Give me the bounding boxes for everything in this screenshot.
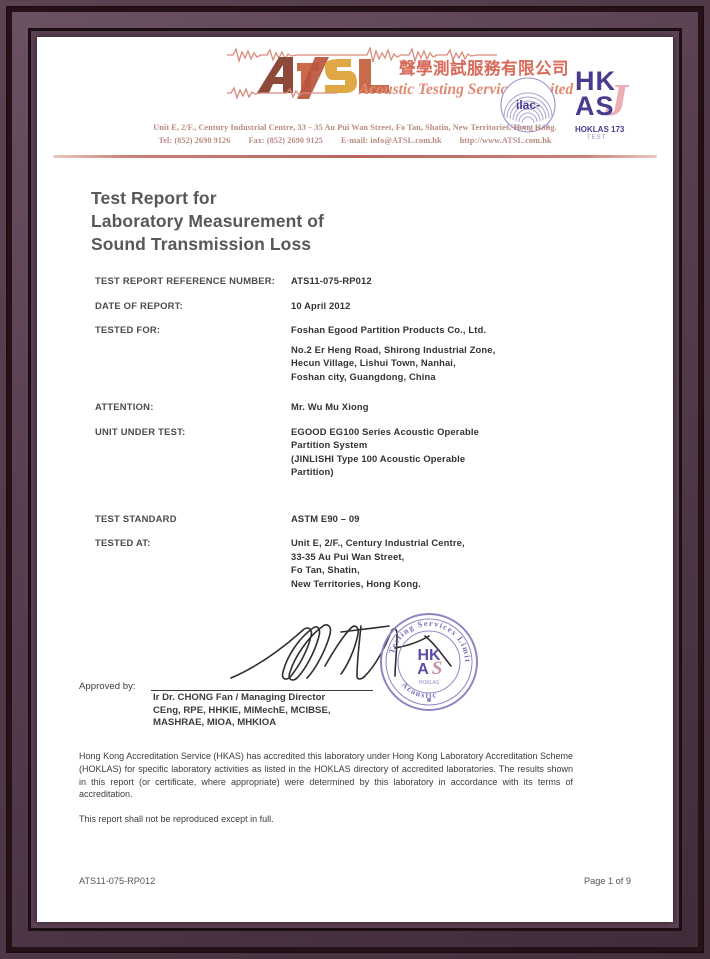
reproduction-notice: This report shall not be reproduced exce… (79, 814, 274, 825)
hkas-accreditation-sub: TEST (587, 135, 607, 141)
svg-text:HK: HK (417, 647, 441, 664)
lab-address-line-2: 33-35 Au Pui Wan Street, (291, 550, 405, 562)
hkas-accreditation-code: HOKLAS 173 (575, 125, 625, 134)
svg-text:A: A (417, 661, 429, 678)
unit-line-4: Partition) (291, 466, 334, 477)
field-label: TEST STANDARD (95, 512, 177, 524)
field-reference-number: TEST REPORT REFERENCE NUMBER: ATS11-075-… (95, 274, 631, 288)
field-label: ATTENTION: (95, 401, 154, 412)
field-label: TEST REPORT REFERENCE NUMBER: (95, 275, 276, 286)
atsl-wordmark-icon (257, 57, 389, 99)
footer-page-number: Page 1 of 9 (584, 876, 631, 886)
waveform-top-icon (227, 47, 497, 63)
field-label: TESTED FOR: (95, 324, 161, 335)
hkas-letters: HK AS (575, 66, 616, 121)
field-value: Mr. Wu Mu Xiong (291, 401, 369, 412)
field-value: 10 April 2012 (291, 299, 351, 311)
field-label: UNIT UNDER TEST: (95, 425, 186, 437)
field-date-of-report: DATE OF REPORT: 10 April 2012 (95, 299, 631, 313)
client-address-line-3: Foshan city, Guangdong, China (291, 370, 436, 382)
accreditation-note: Hong Kong Accreditation Service (HKAS) h… (79, 750, 573, 826)
field-tested-for: TESTED FOR: Foshan Egood Partition Produ… (95, 323, 631, 383)
page-footer: ATS11-075-RP012 Page 1 of 9 (79, 876, 631, 886)
hkas-logo: J HK AS HOKLAS 173 TEST (575, 66, 645, 147)
report-fields: TEST REPORT REFERENCE NUMBER: ATS11-075-… (95, 274, 631, 590)
field-value: EGOOD EG100 Series Acoustic Operable Par… (291, 425, 529, 479)
svg-text:S: S (432, 658, 443, 679)
field-attention: ATTENTION: Mr. Wu Mu Xiong (95, 400, 631, 414)
hkas-letters-line1: HK (575, 66, 616, 96)
unit-line-1: EGOOD EG100 Series Acoustic Operable (291, 425, 479, 437)
unit-line-3: (JINLISHI Type 100 Acoustic Operable (291, 452, 466, 464)
title-line-3: Sound Transmission Loss (91, 234, 312, 254)
report-paper: 聲學測試服務有限公司 Acoustic Testing Services Lim… (37, 37, 673, 922)
hkas-swoosh-icon: J (605, 74, 628, 125)
contact-tel: Tel: (852) 2690 9126 (158, 136, 231, 145)
client-address-line-1: No.2 Er Heng Road, Shirong Industrial Zo… (291, 343, 496, 355)
signatory-qualifications-1: CEng, RPE, HHKIE, MIMechE, MCIBSE, (153, 704, 331, 716)
lab-address-line-4: New Territories, Hong Kong. (291, 577, 421, 589)
signature-line (151, 690, 373, 691)
unit-line-2: Partition System (291, 439, 368, 450)
atsl-logo: 聲學測試服務有限公司 Acoustic Testing Services Lim… (227, 45, 573, 115)
letterhead: 聲學測試服務有限公司 Acoustic Testing Services Lim… (37, 37, 673, 165)
field-value: ATS11-075-RP012 (291, 275, 372, 286)
contact-fax: Fax: (852) 2690 9125 (248, 136, 323, 145)
letterhead-divider (53, 155, 657, 158)
page-title: Test Report for Laboratory Measurement o… (91, 187, 631, 256)
contact-line: Tel: (852) 2690 9126 Fax: (852) 2690 9125… (37, 134, 673, 147)
title-line-1: Test Report for (91, 188, 217, 208)
svg-text:ilac-: ilac- (516, 98, 540, 112)
company-name-chinese: 聲學測試服務有限公司 (399, 59, 569, 78)
svg-text:HOKLAS: HOKLAS (419, 680, 440, 686)
field-unit-under-test: UNIT UNDER TEST: EGOOD EG100 Series Acou… (95, 425, 631, 479)
title-line-2: Laboratory Measurement of (91, 211, 324, 231)
field-label: DATE OF REPORT: (95, 299, 183, 311)
signatory-details: Ir Dr. CHONG Fan / Managing Director CEn… (153, 692, 331, 730)
lab-address-line-3: Fo Tan, Shatin, (291, 564, 360, 575)
letterhead-address: Unit E, 2/F., Century Industrial Centre,… (37, 121, 673, 147)
spacer (95, 490, 631, 512)
lab-address-line-1: Unit E, 2/F., Century Industrial Centre, (291, 537, 465, 548)
accreditation-paragraph: Hong Kong Accreditation Service (HKAS) h… (79, 751, 573, 800)
field-label: TESTED AT: (95, 537, 151, 548)
client-name: Foshan Egood Partition Products Co., Ltd… (291, 324, 487, 335)
field-value: Foshan Egood Partition Products Co., Ltd… (291, 323, 631, 383)
hkas-letters-line2: AS (575, 91, 615, 121)
signatory-qualifications-2: MASHRAE, MIOA, MHKIOA (153, 717, 277, 728)
address-line: Unit E, 2/F., Century Industrial Centre,… (153, 123, 557, 132)
company-stamp-icon: Testing Services Limited Acoustic HK A S… (377, 610, 478, 711)
waveform-bottom-icon (227, 86, 337, 101)
ilac-mra-logo-icon: ilac- (500, 77, 556, 133)
signatory-name: Ir Dr. CHONG Fan / Managing Director (153, 692, 326, 703)
field-tested-at: TESTED AT: Unit E, 2/F., Century Industr… (95, 536, 631, 590)
contact-email: E-mail: info@ATSL.com.hk (340, 136, 442, 145)
field-test-standard: TEST STANDARD ASTM E90 – 09 (95, 512, 631, 526)
handwritten-signature-icon (230, 624, 452, 681)
approved-by-label: Approved by: (79, 681, 136, 692)
field-value: ASTM E90 – 09 (291, 512, 360, 524)
contact-website[interactable]: http://www.ATSL.com.hk (459, 136, 552, 145)
report-body: Test Report for Laboratory Measurement o… (37, 165, 673, 826)
client-address-line-2: Hecun Village, Lishui Town, Nanhai, (291, 357, 456, 368)
signature-block: Testing Services Limited Acoustic HK A S… (79, 610, 631, 738)
footer-reference: ATS11-075-RP012 (79, 876, 156, 886)
field-value: Unit E, 2/F., Century Industrial Centre,… (291, 536, 631, 590)
